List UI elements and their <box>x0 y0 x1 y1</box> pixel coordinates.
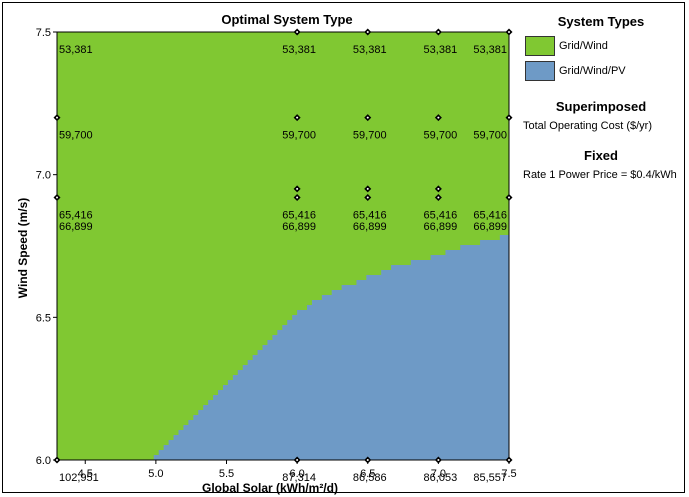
data-marker-dot <box>508 196 510 199</box>
cost-label: 53,381 <box>353 44 387 56</box>
cost-label: 65,416 <box>353 209 387 221</box>
cost-label: 65,416 <box>473 209 507 221</box>
cost-label: 65,416 <box>424 209 458 221</box>
legend-swatch-green <box>525 36 555 56</box>
legend-label: Grid/Wind <box>559 40 608 52</box>
cost-label: 59,700 <box>282 130 316 142</box>
data-marker-dot <box>296 31 299 33</box>
legend-swatch-blue <box>525 61 555 81</box>
data-marker-dot <box>437 196 440 199</box>
x-tick-label: 5.5 <box>219 468 234 480</box>
cost-label: 86,586 <box>353 472 387 484</box>
data-marker-dot <box>56 196 58 199</box>
data-marker-dot <box>56 116 58 119</box>
data-marker-dot <box>437 459 440 461</box>
region-grid-wind-pv <box>148 235 509 460</box>
cost-label: 65,416 <box>59 209 93 221</box>
y-tick-label: 6.0 <box>36 455 51 467</box>
cost-label: 66,899 <box>353 221 387 233</box>
cost-label: 53,381 <box>282 44 316 56</box>
data-marker-dot <box>508 31 510 33</box>
x-tick-label: 5.0 <box>148 468 163 480</box>
cost-label: 66,899 <box>473 221 507 233</box>
x-tick-label: 7.5 <box>501 468 516 480</box>
cost-label: 85,557 <box>473 472 507 484</box>
cost-label: 53,381 <box>424 44 458 56</box>
cost-label: 66,899 <box>59 221 93 233</box>
x-tick-label: 7.0 <box>431 468 446 480</box>
y-tick-label: 7.0 <box>36 170 51 182</box>
data-marker-dot <box>56 459 58 461</box>
plot-border <box>56 31 510 461</box>
cost-label: 59,700 <box>424 130 458 142</box>
cost-label: 53,381 <box>59 44 93 56</box>
data-marker-dot <box>508 116 510 119</box>
superimposed-title: Superimposed <box>555 99 647 114</box>
x-tick-label: 6.5 <box>360 468 375 480</box>
x-tick-label: 4.5 <box>78 468 93 480</box>
y-tick-label: 7.5 <box>36 27 51 39</box>
x-axis-title: Global Solar (kWh/m²/d) <box>202 481 338 495</box>
cost-label: 53,381 <box>473 44 507 56</box>
cost-label: 59,700 <box>353 130 387 142</box>
data-marker-dot <box>437 31 440 33</box>
legend-title: System Types <box>557 14 645 29</box>
cost-label: 87,314 <box>282 472 316 484</box>
x-tick-label: 6.0 <box>289 468 304 480</box>
fixed-title: Fixed <box>584 148 618 163</box>
cost-label: 59,700 <box>59 130 93 142</box>
cost-label: 65,416 <box>282 209 316 221</box>
data-marker-dot <box>366 196 369 199</box>
data-marker-dot <box>296 459 299 461</box>
superimposed-text: Total Operating Cost ($/yr) <box>523 120 652 132</box>
cost-label: 86,053 <box>424 472 458 484</box>
data-marker-dot <box>508 459 510 461</box>
data-marker-dot <box>437 187 440 190</box>
data-marker-dot <box>366 116 369 119</box>
cost-label: 102,951 <box>59 472 99 484</box>
y-axis-title: Wind Speed (m/s) <box>16 198 30 299</box>
data-marker-dot <box>296 187 299 190</box>
legend-item-grid-wind: Grid/Wind <box>525 36 608 56</box>
cost-label: 66,899 <box>282 221 316 233</box>
y-tick-label: 6.5 <box>36 312 51 324</box>
data-marker-dot <box>366 459 369 461</box>
data-marker-dot <box>366 187 369 190</box>
legend-item-grid-wind-pv: Grid/Wind/PV <box>525 61 626 81</box>
cost-label: 66,899 <box>424 221 458 233</box>
legend-label: Grid/Wind/PV <box>559 65 626 77</box>
chart-title: Optimal System Type <box>221 12 352 27</box>
data-marker-dot <box>296 196 299 199</box>
data-marker-dot <box>437 116 440 119</box>
data-marker-dot <box>366 31 369 33</box>
data-marker-dot <box>296 116 299 119</box>
fixed-text: Rate 1 Power Price = $0.4/kWh <box>523 169 677 181</box>
cost-label: 59,700 <box>473 130 507 142</box>
